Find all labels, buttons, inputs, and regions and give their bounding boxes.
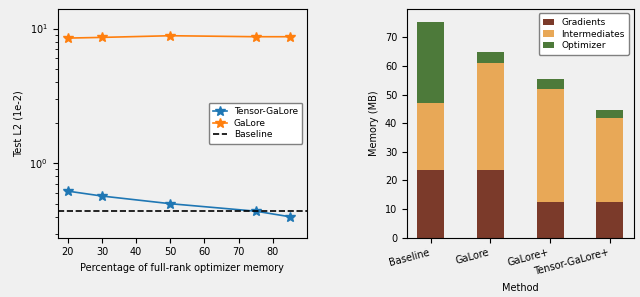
X-axis label: Method: Method <box>502 282 539 293</box>
Bar <box>477 170 504 238</box>
GaLore <box>286 35 294 39</box>
Bar <box>596 202 623 238</box>
GaLore <box>166 34 174 37</box>
Tensor-GaLore <box>286 215 294 219</box>
Y-axis label: Test L2 (1e-2): Test L2 (1e-2) <box>14 90 24 157</box>
Tensor-GaLore <box>98 194 106 198</box>
Y-axis label: Memory (MB): Memory (MB) <box>369 91 380 156</box>
Baseline <box>0 209 3 213</box>
Bar <box>537 89 564 202</box>
X-axis label: Percentage of full-rank optimizer memory: Percentage of full-rank optimizer memory <box>81 263 284 273</box>
Tensor-GaLore <box>166 202 174 206</box>
Bar <box>596 110 623 118</box>
Bar <box>417 22 444 103</box>
Bar <box>537 79 564 89</box>
Bar <box>596 118 623 202</box>
Tensor-GaLore <box>252 209 260 213</box>
Bar <box>537 202 564 238</box>
Legend: Tensor-GaLore, GaLore, Baseline: Tensor-GaLore, GaLore, Baseline <box>209 102 303 144</box>
Tensor-GaLore <box>64 189 72 193</box>
Line: GaLore: GaLore <box>63 31 295 43</box>
Bar <box>477 63 504 170</box>
GaLore <box>252 35 260 39</box>
GaLore <box>98 36 106 39</box>
GaLore <box>64 36 72 40</box>
Bar <box>417 170 444 238</box>
Bar <box>417 103 444 170</box>
Line: Tensor-GaLore: Tensor-GaLore <box>63 186 295 222</box>
Bar <box>477 52 504 63</box>
Legend: Gradients, Intermediates, Optimizer: Gradients, Intermediates, Optimizer <box>539 13 629 55</box>
Baseline <box>0 209 7 213</box>
